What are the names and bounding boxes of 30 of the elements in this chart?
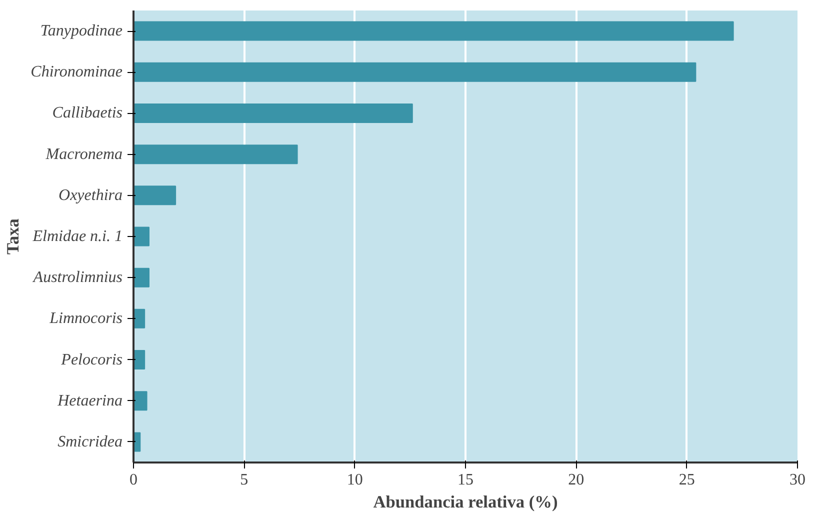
x-tick-label: 20 — [568, 472, 584, 488]
bar — [134, 350, 146, 370]
y-tick-label: Smicridea — [58, 433, 122, 450]
bar — [134, 62, 696, 82]
x-tick-label: 25 — [678, 472, 695, 488]
y-tick-label: Tanypodinae — [40, 22, 122, 40]
x-tick-label: 0 — [130, 472, 138, 488]
x-axis-title: Abundancia relativa (%) — [373, 492, 558, 512]
bar — [134, 226, 150, 246]
bar — [134, 21, 734, 41]
y-tick-label: Oxyethira — [58, 186, 123, 204]
x-tick-label: 10 — [346, 472, 363, 488]
bar — [134, 144, 298, 164]
x-tick-label: 15 — [458, 472, 474, 488]
bar — [134, 103, 413, 123]
x-tick-label: 5 — [240, 472, 248, 488]
bar — [134, 391, 148, 411]
y-tick-label: Callibaetis — [52, 104, 123, 122]
bar — [134, 308, 146, 328]
y-axis-title: Taxa — [4, 218, 23, 254]
bar — [134, 186, 176, 206]
y-tick-label: Limnocoris — [48, 310, 123, 328]
bar — [134, 268, 150, 288]
y-tick-label: Austrolimnius — [32, 269, 123, 286]
y-tick-label: Chironominae — [30, 64, 123, 81]
y-tick-label: Pelocoris — [60, 351, 123, 368]
y-tick-label: Elmidae n.i. 1 — [32, 228, 122, 245]
y-tick-label: Hetaerina — [56, 392, 122, 410]
y-tick-label: Macronema — [44, 146, 122, 163]
x-tick-label: 30 — [790, 472, 806, 488]
